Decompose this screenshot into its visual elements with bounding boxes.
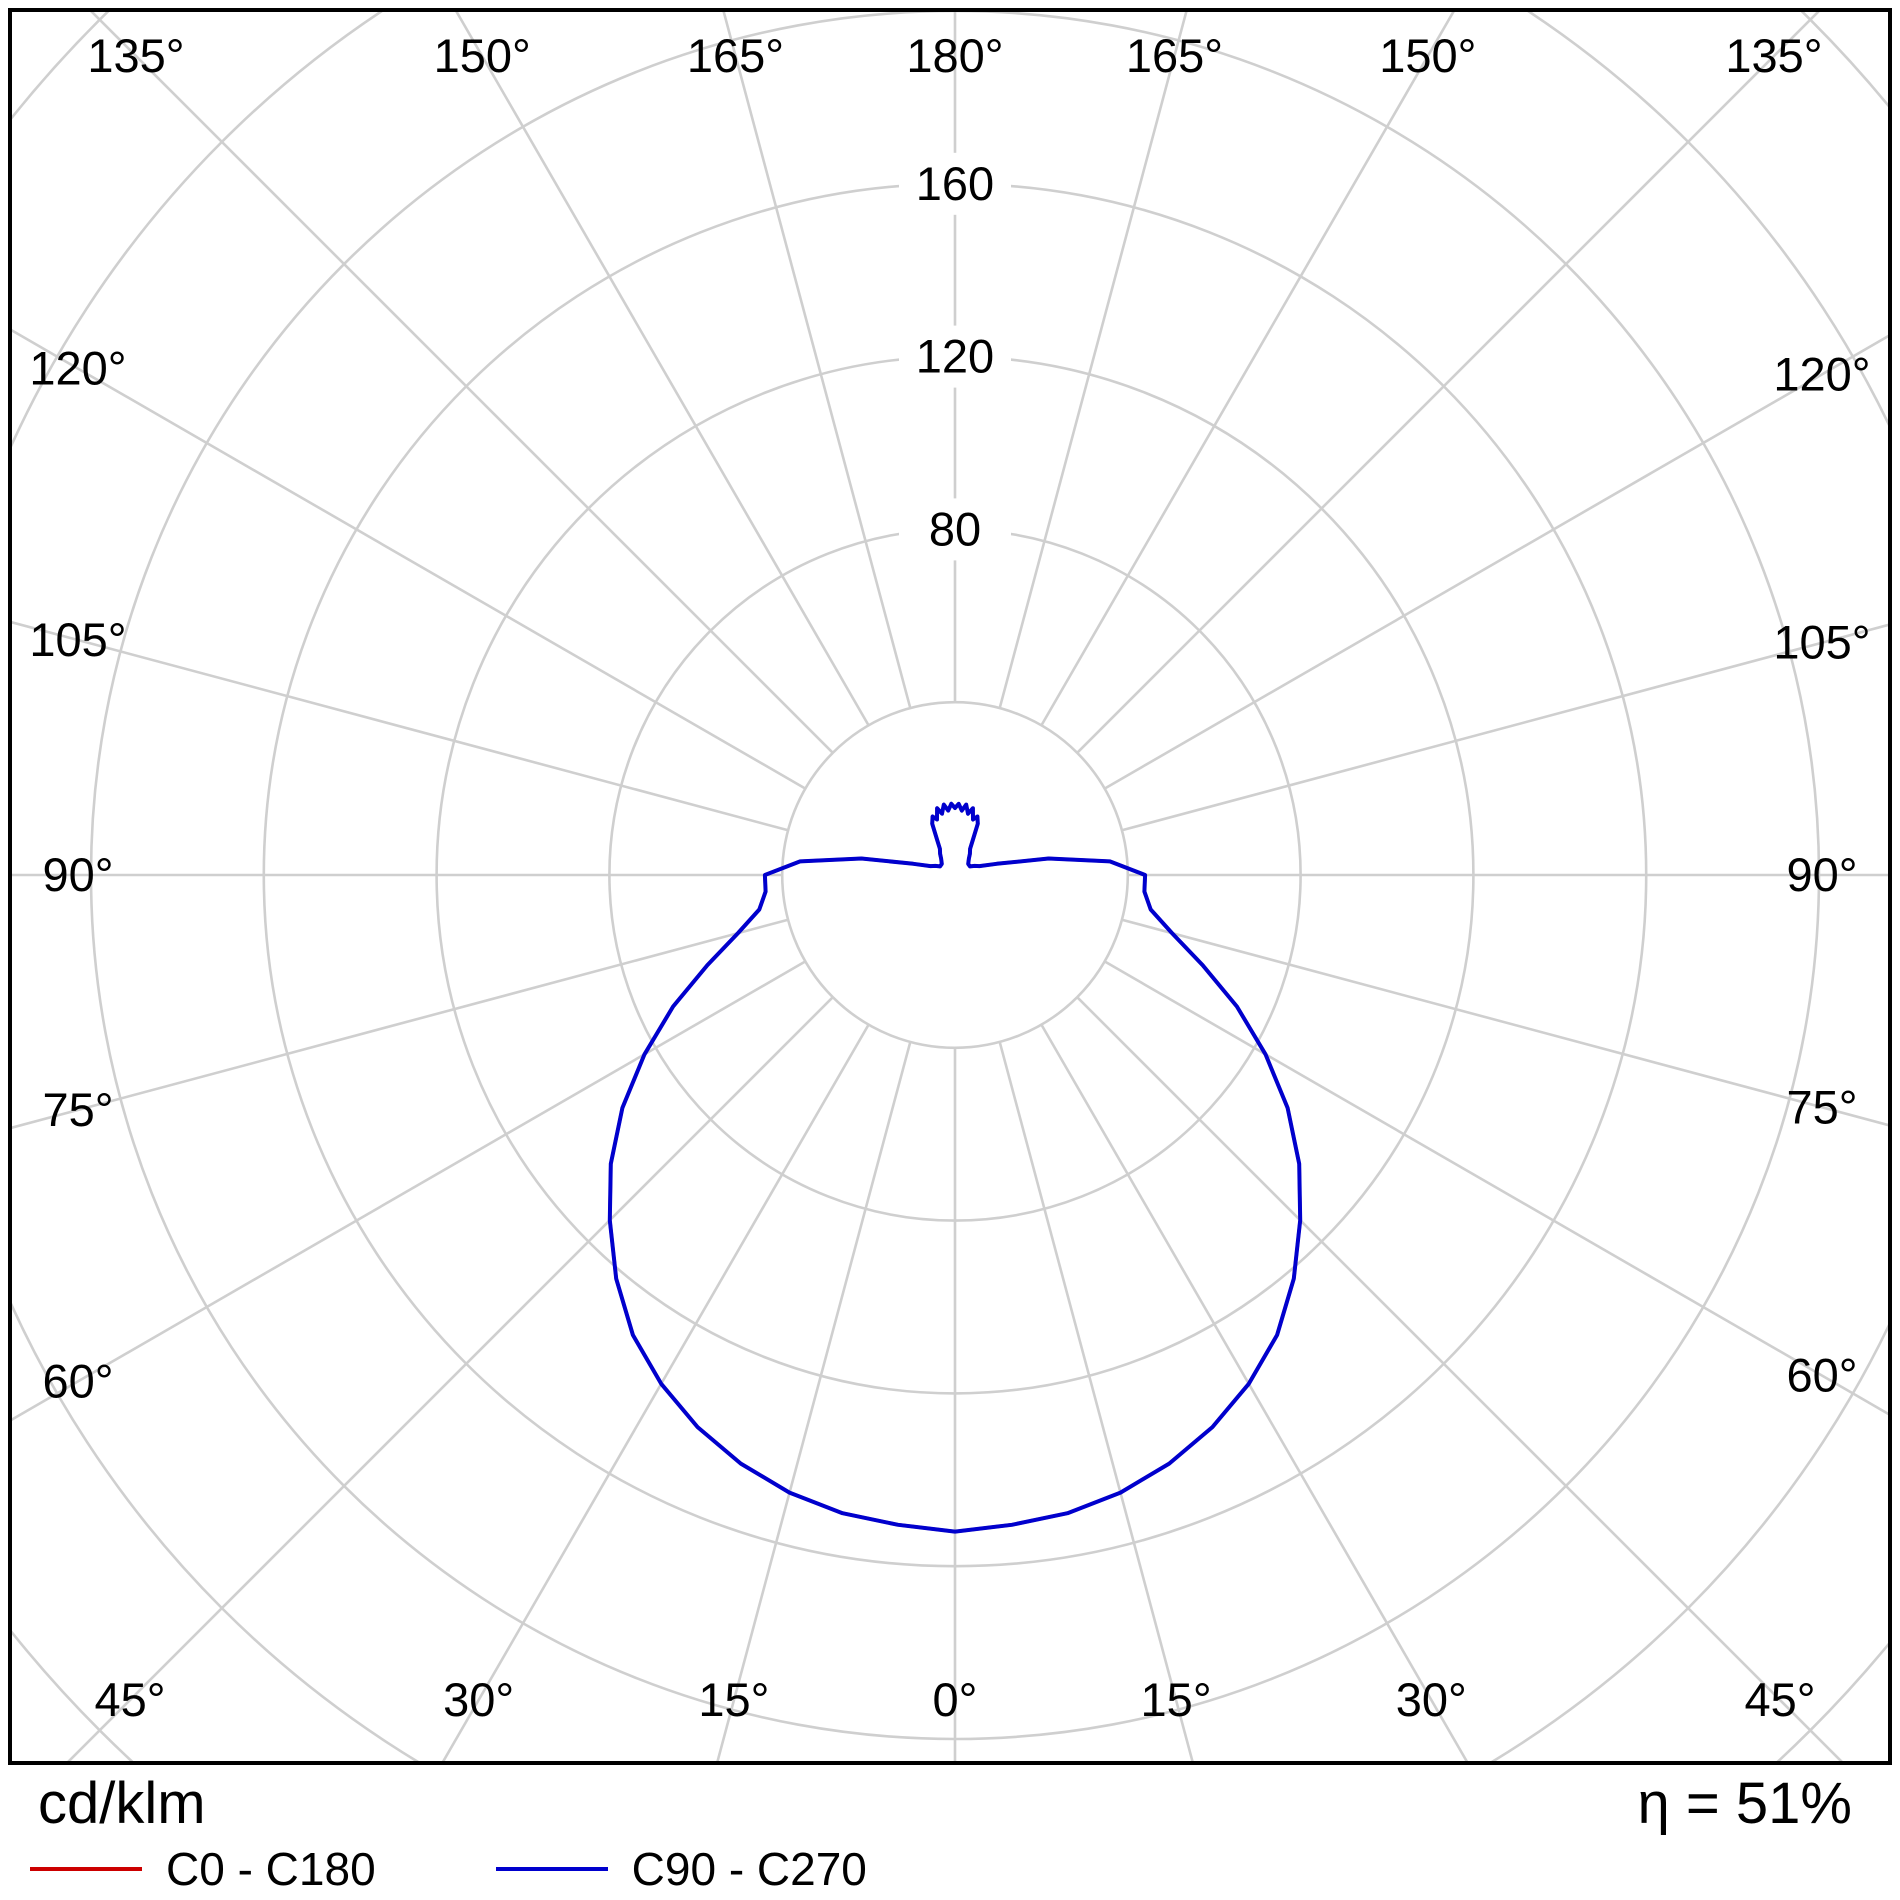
angle-label: 120° — [29, 342, 126, 395]
grid-spoke — [1076, 996, 1843, 1761]
angle-label: 135° — [1725, 29, 1822, 82]
chart-frame — [8, 8, 1892, 1765]
grid-spoke — [998, 1041, 1194, 1761]
angle-label: 165° — [687, 29, 784, 82]
units-label: cd/klm — [38, 1771, 206, 1836]
grid-spoke — [12, 960, 807, 1421]
angle-label: 90° — [42, 848, 113, 901]
angle-label: 15° — [698, 1673, 769, 1726]
grid-ring — [780, 700, 1130, 1050]
grid-spoke — [722, 12, 912, 709]
legend-entry-c90-c270: C90 - C270 — [495, 1843, 867, 1895]
angle-label: 165° — [1126, 29, 1223, 82]
legend-label-c0-c180: C0 - C180 — [166, 1843, 376, 1895]
angle-label: 120° — [1773, 347, 1870, 400]
grid-spoke — [1121, 918, 1888, 1127]
grid-spoke — [1040, 1023, 1469, 1761]
angle-label: 30° — [1396, 1673, 1467, 1726]
angle-label: 105° — [29, 613, 126, 666]
angle-label: 15° — [1141, 1673, 1212, 1726]
angle-label: 75° — [42, 1083, 113, 1136]
ring-label: 160 — [916, 157, 994, 210]
legend-line-blue-icon — [495, 1867, 608, 1871]
angle-label: 150° — [434, 29, 531, 82]
angle-label: 90° — [1786, 848, 1857, 901]
grid-spoke — [998, 12, 1188, 709]
grid-spoke — [67, 996, 834, 1761]
angle-label: 30° — [443, 1673, 514, 1726]
grid-spoke — [12, 918, 789, 1129]
angle-label: 0° — [933, 1673, 978, 1726]
angle-label: 75° — [1786, 1080, 1857, 1133]
grid-spoke — [12, 621, 789, 832]
ring-label-bg — [899, 152, 1011, 215]
ring-label: 120 — [916, 330, 994, 383]
legend-line-red-icon — [30, 1867, 142, 1871]
angle-label: 45° — [1744, 1673, 1815, 1726]
ring-label: 80 — [929, 502, 981, 555]
grid-spoke — [12, 329, 807, 790]
ring-label-bg — [899, 498, 1011, 561]
series-curve-C90-C270 — [607, 801, 1303, 1534]
grid-spoke — [441, 1023, 870, 1761]
grid-spoke — [1103, 334, 1888, 790]
grid-spoke — [1103, 960, 1888, 1416]
angle-label: 60° — [1786, 1349, 1857, 1402]
legend-entry-c0-c180: C0 - C180 — [30, 1846, 376, 1892]
grid-spoke — [1121, 623, 1888, 832]
grid-spoke — [716, 1041, 912, 1761]
legend: C0 - C180 C90 - C270 — [30, 1846, 987, 1892]
ring-label-bg — [899, 325, 1011, 388]
legend-label-c90-c270: C90 - C270 — [631, 1843, 867, 1895]
angle-label: 135° — [87, 29, 184, 82]
grid-spoke — [1040, 12, 1455, 727]
grid-spoke — [455, 12, 870, 727]
grid-spoke — [1076, 12, 1820, 754]
efficiency-label: η = 51% — [1637, 1771, 1852, 1836]
grid-spoke — [90, 12, 834, 754]
angle-label: 180° — [906, 29, 1003, 82]
angle-label: 60° — [42, 1354, 113, 1407]
angle-label: 150° — [1379, 29, 1476, 82]
angle-label: 45° — [94, 1673, 165, 1726]
angle-label: 105° — [1773, 616, 1870, 669]
